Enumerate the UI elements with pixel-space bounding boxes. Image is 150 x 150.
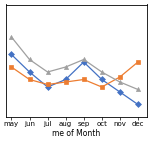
1978-2000	[101, 79, 103, 80]
1978-2000	[119, 91, 121, 93]
2081-2100	[47, 71, 48, 73]
2046-64	[101, 86, 103, 88]
X-axis label: me of Month: me of Month	[52, 129, 101, 138]
2046-64	[119, 76, 121, 78]
Line: 2081-2100: 2081-2100	[9, 35, 140, 92]
1978-2000	[47, 86, 48, 88]
2046-64	[137, 61, 139, 63]
2081-2100	[11, 36, 12, 38]
2046-64	[29, 79, 30, 80]
Line: 1978-2000: 1978-2000	[9, 52, 140, 107]
1978-2000	[11, 54, 12, 55]
2046-64	[47, 84, 48, 85]
2046-64	[83, 79, 85, 80]
2081-2100	[119, 81, 121, 83]
2081-2100	[83, 59, 85, 60]
2081-2100	[137, 89, 139, 90]
2046-64	[65, 81, 67, 83]
2046-64	[11, 66, 12, 68]
1978-2000	[83, 61, 85, 63]
1978-2000	[137, 104, 139, 105]
1978-2000	[29, 71, 30, 73]
Line: 2046-64: 2046-64	[9, 60, 140, 89]
2081-2100	[101, 71, 103, 73]
2081-2100	[29, 59, 30, 60]
2081-2100	[65, 66, 67, 68]
1978-2000	[65, 79, 67, 80]
